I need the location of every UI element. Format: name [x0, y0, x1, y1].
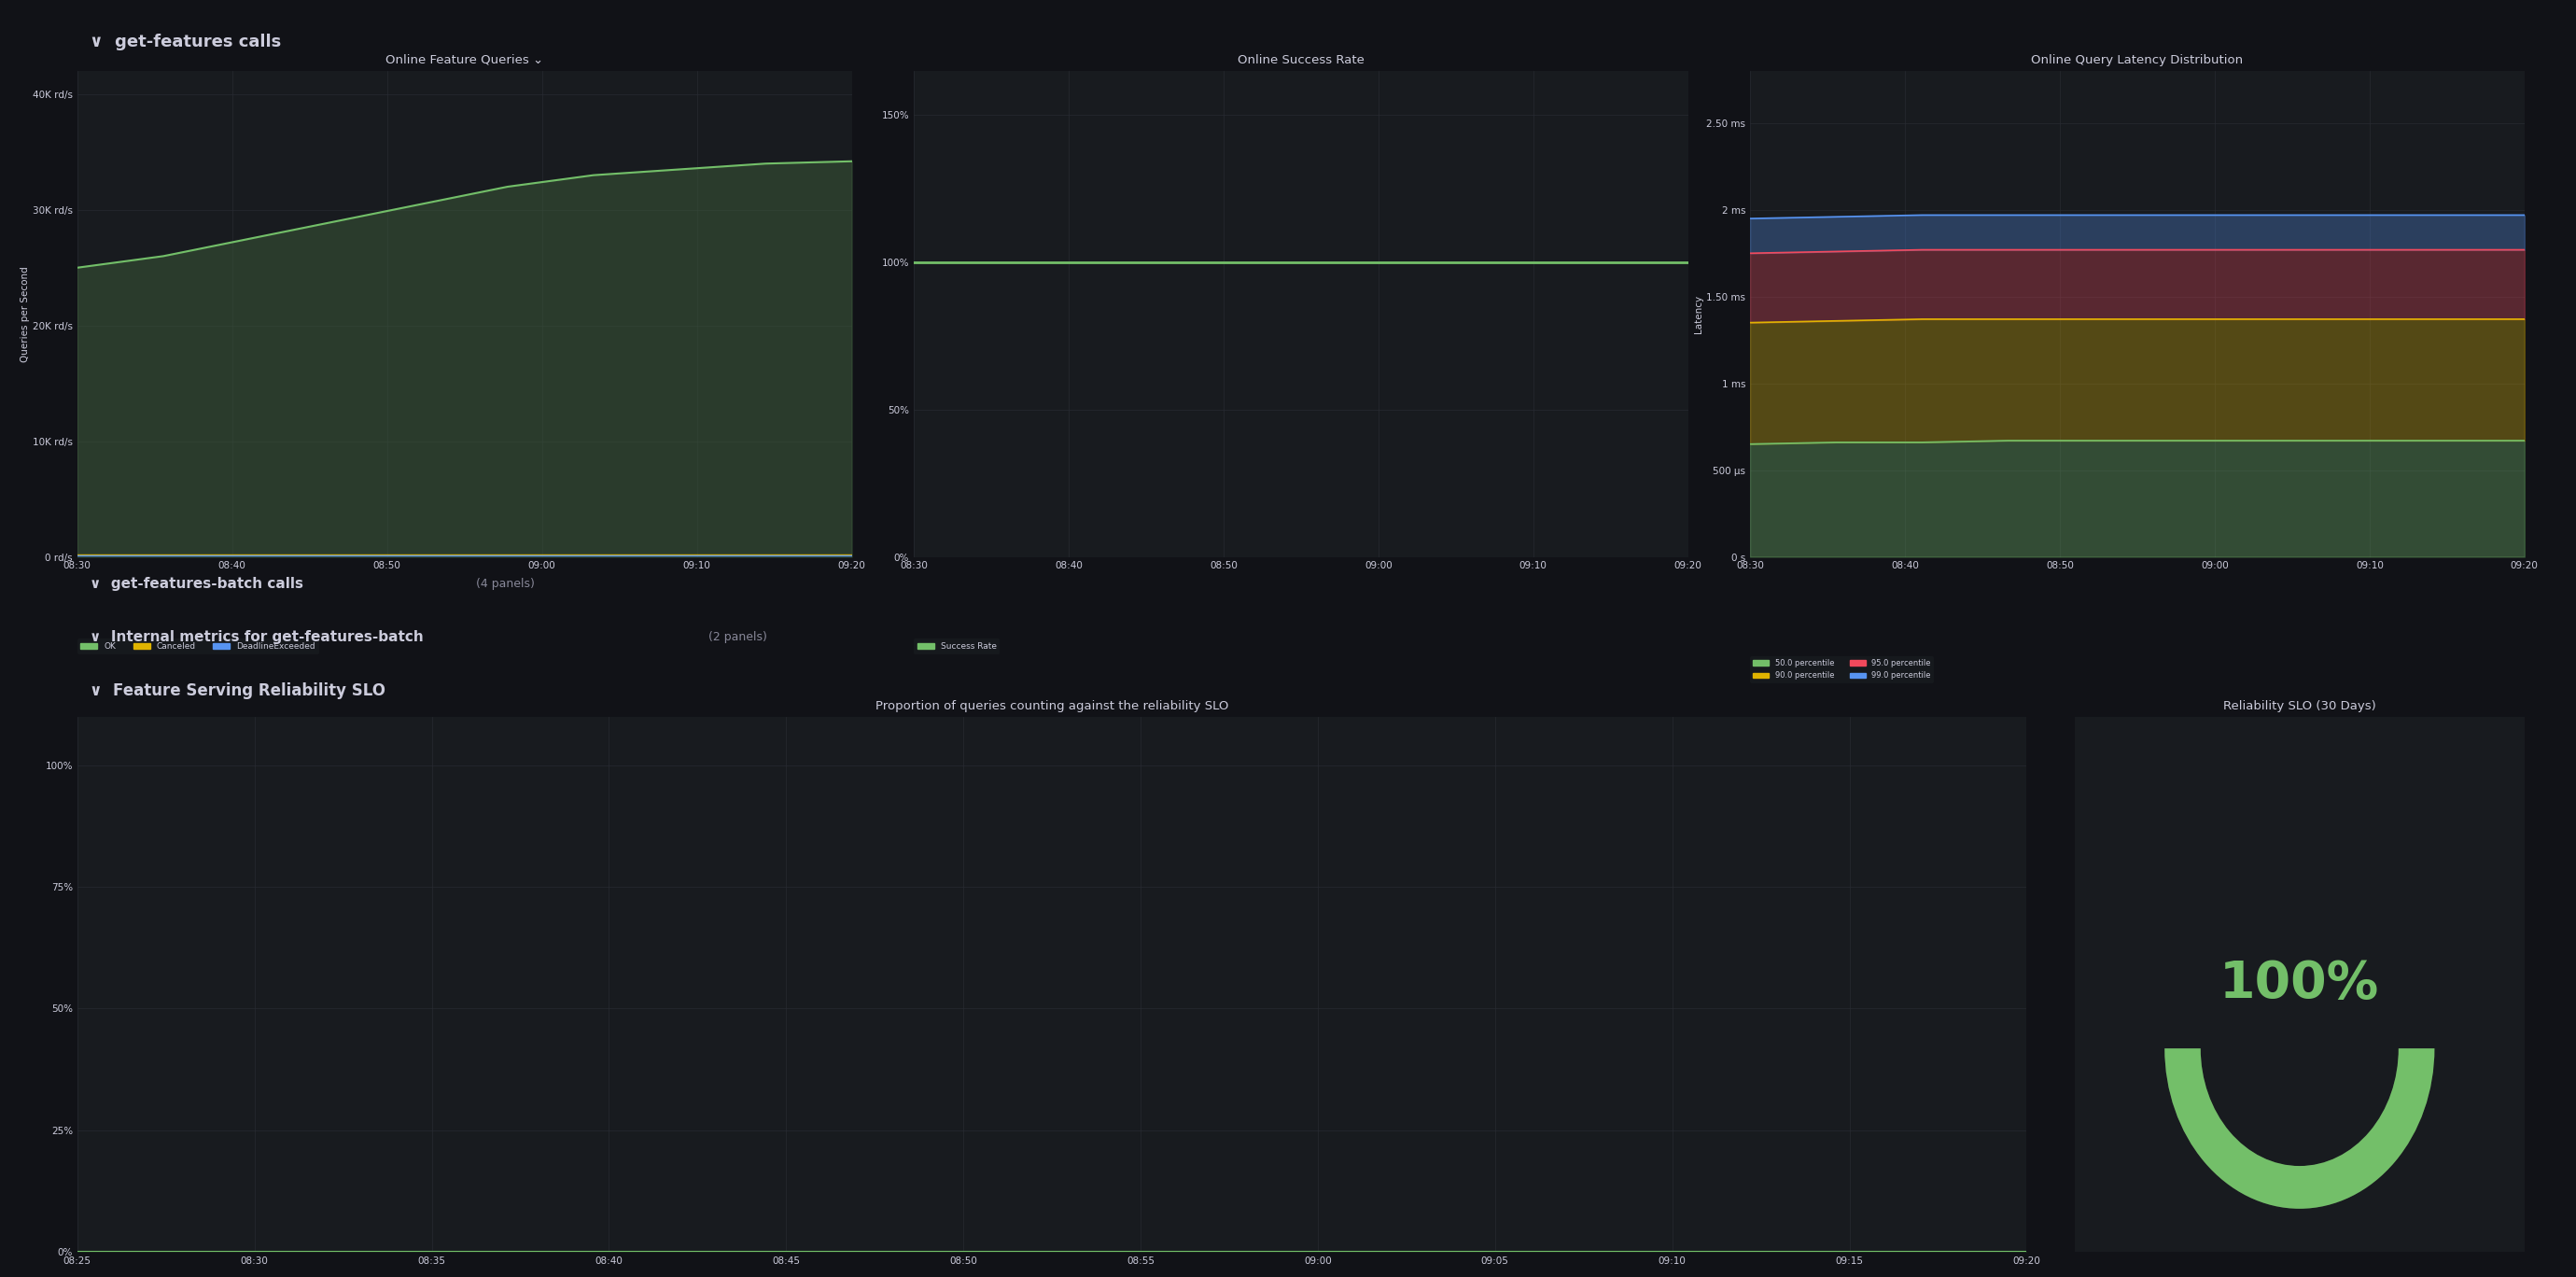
Legend: Success Rate: Success Rate: [914, 638, 999, 654]
Text: ∨  Feature Serving Reliability SLO: ∨ Feature Serving Reliability SLO: [90, 682, 386, 699]
Text: ∨  get-features calls: ∨ get-features calls: [90, 33, 281, 50]
Text: 100%: 100%: [2221, 959, 2380, 1010]
Legend: 50.0 percentile, 90.0 percentile, 95.0 percentile, 99.0 percentile: 50.0 percentile, 90.0 percentile, 95.0 p…: [1749, 656, 1935, 683]
Text: ∨  Internal metrics for get-features-batch: ∨ Internal metrics for get-features-batc…: [90, 630, 422, 644]
Wedge shape: [2164, 1048, 2434, 1209]
Title: Reliability SLO (30 Days): Reliability SLO (30 Days): [2223, 700, 2375, 713]
Legend: OK, Canceled, DeadlineExceeded: OK, Canceled, DeadlineExceeded: [77, 638, 319, 654]
Wedge shape: [2164, 1048, 2434, 1209]
Title: Online Feature Queries ⌄: Online Feature Queries ⌄: [386, 54, 544, 66]
Text: (4 panels): (4 panels): [469, 577, 536, 590]
Y-axis label: Queries per Second: Queries per Second: [21, 266, 31, 361]
Y-axis label: Latency: Latency: [1695, 295, 1703, 333]
Text: (2 panels): (2 panels): [701, 631, 768, 644]
Title: Online Success Rate: Online Success Rate: [1236, 54, 1365, 66]
Title: Proportion of queries counting against the reliability SLO: Proportion of queries counting against t…: [876, 700, 1229, 713]
Title: Online Query Latency Distribution: Online Query Latency Distribution: [2032, 54, 2244, 66]
Text: ∨  get-features-batch calls: ∨ get-features-batch calls: [90, 576, 304, 590]
